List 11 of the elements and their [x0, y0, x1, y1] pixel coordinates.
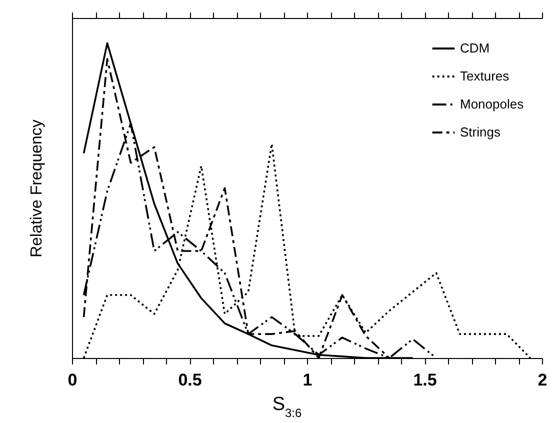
legend-label: CDM — [460, 40, 490, 56]
x-tick-label: 1 — [302, 370, 312, 390]
x-tick-label: 0.5 — [178, 370, 202, 390]
legend-label: Strings — [460, 124, 501, 140]
y-axis-title: Relative Frequency — [28, 120, 46, 258]
x-tick-label: 2 — [538, 370, 548, 390]
legend-label: Textures — [460, 68, 510, 84]
x-axis-title: S$_{3:6}$ — [272, 394, 302, 420]
x-tick-label: 1.5 — [413, 370, 437, 390]
legend-label: Monopoles — [460, 96, 524, 112]
x-tick-label: 0 — [68, 370, 78, 390]
